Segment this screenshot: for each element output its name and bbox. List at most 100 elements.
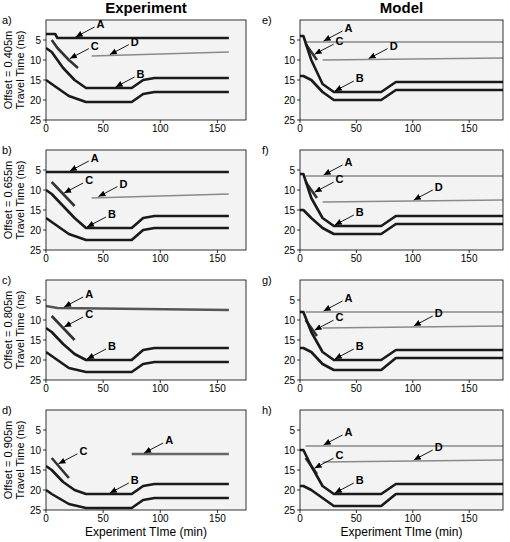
annotation-arrow [64,317,83,327]
panel-letter: a) [2,14,12,26]
y-tick-label: 10 [284,315,296,326]
y-tick [43,40,46,41]
y-tick-label: 5 [35,425,41,436]
y-tick [43,470,46,471]
y-tick-label: 20 [284,355,296,366]
panel: 050100150510152025d)Offset = 0.905mTrave… [2,404,246,539]
y-tick-label: 5 [289,165,295,176]
reflection-band [300,76,503,100]
x-tick-label: 50 [98,253,110,264]
y-tick [43,510,46,511]
annotation-arrow [64,297,83,307]
y-tick [297,40,300,41]
annotation-label: B [356,72,364,84]
annotation-arrow [324,301,343,311]
panel-letter: e) [262,14,272,26]
annotation-arrow [315,44,334,54]
x-axis-label: Experiment TIme (min) [341,525,463,539]
figure: 050100150510152025a)ExperimentOffset = 0… [0,0,510,542]
annotation-arrow [70,49,89,59]
annotation-arrow [144,443,163,453]
annotation-label: B [356,474,364,486]
annotation-label: C [336,449,344,461]
annotation-arrow [414,450,433,460]
plot-frame [300,20,503,120]
y-tick-label: 25 [30,505,42,516]
x-tick-label: 0 [43,123,49,134]
x-tick-label: 0 [43,383,49,394]
y-axis-label: Travel Time (ns) [14,290,26,369]
x-tick-label: 50 [98,123,110,134]
plot-frame [46,150,246,250]
y-tick [297,60,300,61]
annotation-arrow [315,458,334,468]
column-title: Model [380,0,423,16]
y-tick [43,360,46,361]
data-group [46,306,229,372]
reflection-band [46,306,229,310]
x-tick-label: 0 [43,253,49,264]
y-tick [43,250,46,251]
x-tick-label: 100 [152,383,169,394]
annotation-arrow [335,349,354,359]
y-tick [297,340,300,341]
reflection-band [46,80,229,102]
panel: 050100150510152025b)Offset = 0.655mTrave… [2,144,246,264]
annotation-label: B [356,206,364,218]
reflection-band [46,48,229,88]
annotation-label: D [390,40,398,52]
y-tick [43,300,46,301]
reflection-band [46,218,229,240]
plot-background [46,150,246,250]
y-tick-label: 10 [30,445,42,456]
panel-letter: g) [262,274,272,286]
y-tick-label: 25 [284,375,296,386]
annotation-arrow [324,435,343,445]
data-group [46,172,229,240]
x-tick-label: 150 [461,253,478,264]
plot-background [46,20,246,120]
annotation-label: B [108,208,116,220]
panel: 050100150510152025h)Experiment TIme (min… [262,404,503,539]
annotation-arrow [76,27,95,37]
x-tick-label: 50 [98,383,110,394]
data-group [46,454,229,508]
y-tick-label: 5 [289,35,295,46]
x-tick-label: 0 [43,513,49,524]
y-tick [43,340,46,341]
y-tick-label: 5 [35,295,41,306]
column-title: Experiment [105,0,187,16]
y-tick [43,80,46,81]
annotation-arrow [58,454,77,464]
x-tick-label: 0 [297,513,303,524]
annotation-label: A [85,288,93,300]
y-axis-label: Travel Time (ns) [14,30,26,109]
x-tick-label: 0 [297,123,303,134]
panel: 050100150510152025c)Offset = 0.805mTrave… [2,274,246,394]
reflection-band [323,460,503,462]
data-group [300,174,503,234]
x-tick-label: 150 [461,123,478,134]
x-tick-label: 150 [209,513,226,524]
y-tick [43,430,46,431]
x-tick-label: 50 [351,123,363,134]
y-tick [43,230,46,231]
y-tick-label: 5 [289,295,295,306]
reflection-band [323,58,503,60]
plot-background [300,280,503,380]
x-tick-label: 100 [152,513,169,524]
plot-background [300,20,503,120]
y-tick-label: 25 [284,505,296,516]
reflection-band [300,348,503,370]
y-tick-label: 10 [30,55,42,66]
x-tick-label: 150 [461,513,478,524]
y-axis-label: Travel Time (ns) [14,420,26,499]
y-tick-label: 25 [30,245,42,256]
data-group [300,446,503,506]
y-tick [297,250,300,251]
annotation-arrow [414,190,433,200]
reflection-band [92,52,229,56]
y-tick [43,60,46,61]
x-tick-label: 100 [404,253,421,264]
y-tick-label: 15 [284,205,296,216]
